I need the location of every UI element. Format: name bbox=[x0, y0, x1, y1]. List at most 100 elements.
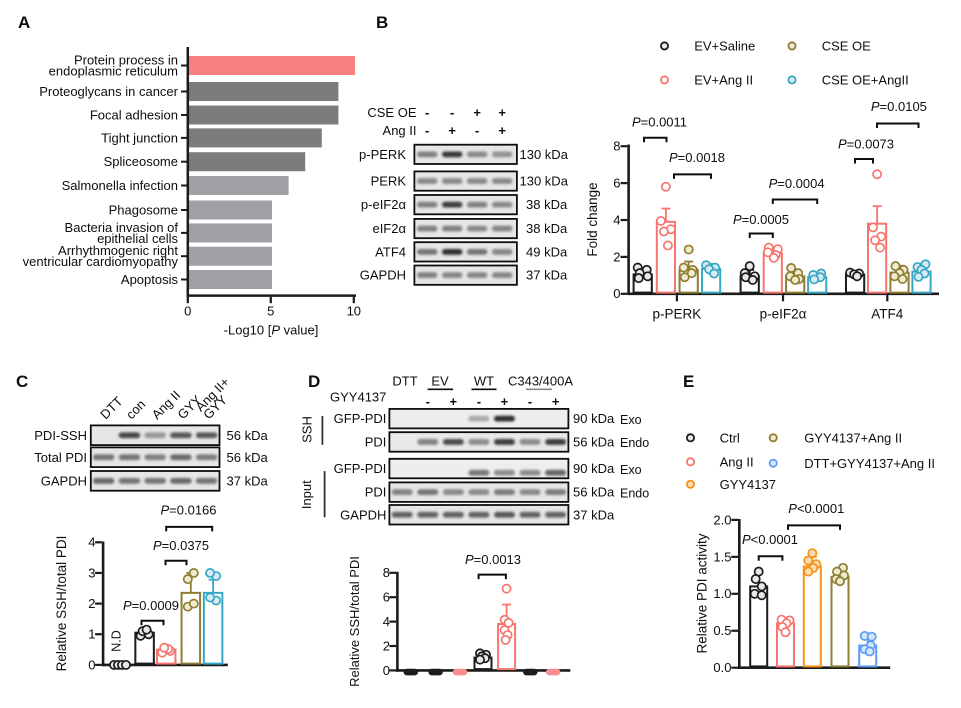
svg-text:P=0.0166: P=0.0166 bbox=[160, 503, 216, 518]
svg-text:PERK: PERK bbox=[371, 174, 407, 189]
svg-text:P=0.0018: P=0.0018 bbox=[669, 150, 725, 165]
svg-text:EV: EV bbox=[431, 374, 449, 389]
svg-text:epithelial cells: epithelial cells bbox=[97, 231, 178, 246]
svg-text:D: D bbox=[308, 372, 320, 391]
svg-text:Input: Input bbox=[299, 480, 314, 509]
svg-text:+: + bbox=[498, 105, 506, 120]
svg-text:-: - bbox=[528, 394, 532, 409]
svg-text:GAPDH: GAPDH bbox=[41, 473, 87, 488]
svg-text:CSE OE: CSE OE bbox=[822, 39, 871, 54]
svg-text:Proteoglycans in cancer: Proteoglycans in cancer bbox=[39, 84, 178, 99]
svg-text:B: B bbox=[376, 13, 388, 32]
svg-text:56 kDa: 56 kDa bbox=[227, 450, 269, 465]
svg-text:P=0.0005: P=0.0005 bbox=[733, 212, 789, 227]
svg-text:10: 10 bbox=[347, 304, 361, 319]
svg-text:CSE OE: CSE OE bbox=[367, 105, 416, 120]
svg-text:4: 4 bbox=[88, 535, 95, 550]
svg-text:37 kDa: 37 kDa bbox=[227, 473, 269, 488]
svg-text:p-eIF2α: p-eIF2α bbox=[760, 306, 807, 321]
svg-text:p-PERK: p-PERK bbox=[359, 147, 406, 162]
svg-text:P=0.0011: P=0.0011 bbox=[632, 115, 687, 130]
svg-text:P=0.0375: P=0.0375 bbox=[153, 538, 209, 553]
svg-text:Relative PDI activity: Relative PDI activity bbox=[695, 533, 710, 653]
svg-text:EV+Ang II: EV+Ang II bbox=[694, 73, 753, 88]
svg-text:Protein process in: Protein process in bbox=[74, 53, 178, 68]
svg-text:-: - bbox=[425, 123, 429, 138]
svg-text:6: 6 bbox=[613, 176, 620, 191]
svg-text:8: 8 bbox=[383, 565, 390, 580]
svg-text:Ang II: Ang II bbox=[720, 454, 754, 469]
svg-text:Phagosome: Phagosome bbox=[109, 203, 178, 218]
svg-text:A: A bbox=[18, 13, 30, 32]
svg-text:8: 8 bbox=[613, 139, 620, 154]
svg-text:Focal adhesion: Focal adhesion bbox=[90, 108, 178, 123]
svg-text:GYY4137: GYY4137 bbox=[720, 477, 776, 492]
svg-text:-: - bbox=[450, 105, 454, 120]
svg-text:1.0: 1.0 bbox=[713, 586, 731, 601]
svg-text:C: C bbox=[16, 372, 28, 391]
svg-text:N.D: N.D bbox=[110, 630, 124, 652]
svg-text:5: 5 bbox=[267, 304, 274, 319]
svg-text:+: + bbox=[498, 123, 506, 138]
svg-text:Relative SSH/total PDI: Relative SSH/total PDI bbox=[54, 536, 69, 672]
svg-text:37 kDa: 37 kDa bbox=[573, 507, 615, 522]
svg-text:P<0.0001: P<0.0001 bbox=[742, 532, 798, 547]
svg-text:90 kDa: 90 kDa bbox=[573, 461, 615, 476]
svg-text:2: 2 bbox=[383, 638, 390, 653]
svg-text:+: + bbox=[501, 394, 509, 409]
svg-text:130 kDa: 130 kDa bbox=[520, 174, 569, 189]
svg-text:90 kDa: 90 kDa bbox=[573, 411, 615, 426]
svg-text:0: 0 bbox=[613, 286, 620, 301]
svg-text:Total PDI: Total PDI bbox=[34, 450, 87, 465]
svg-text:GYY4137: GYY4137 bbox=[330, 390, 386, 405]
svg-text:ATF4: ATF4 bbox=[375, 244, 406, 259]
svg-text:Endo: Endo bbox=[620, 486, 649, 500]
svg-text:2.0: 2.0 bbox=[713, 512, 731, 527]
svg-text:P=0.0013: P=0.0013 bbox=[465, 552, 521, 567]
svg-text:C343/400A: C343/400A bbox=[508, 374, 573, 389]
svg-text:1.5: 1.5 bbox=[713, 549, 731, 564]
svg-text:PDI-SSH: PDI-SSH bbox=[34, 428, 87, 443]
svg-text:P=0.0004: P=0.0004 bbox=[769, 176, 825, 191]
svg-text:+: + bbox=[552, 394, 560, 409]
svg-text:P=0.0073: P=0.0073 bbox=[838, 137, 894, 152]
svg-text:1: 1 bbox=[88, 627, 95, 642]
svg-text:GAPDH: GAPDH bbox=[340, 507, 386, 522]
svg-text:0: 0 bbox=[383, 663, 390, 678]
svg-text:Spliceosome: Spliceosome bbox=[104, 154, 178, 169]
svg-text:2: 2 bbox=[88, 596, 95, 611]
svg-text:Tight junction: Tight junction bbox=[101, 130, 178, 145]
svg-text:Exo: Exo bbox=[620, 413, 642, 427]
svg-text:Arrhythmogenic right: Arrhythmogenic right bbox=[58, 243, 178, 258]
svg-text:Relative SSH/total PDI: Relative SSH/total PDI bbox=[347, 556, 362, 687]
svg-text:-: - bbox=[425, 105, 429, 120]
svg-text:ATF4: ATF4 bbox=[871, 306, 903, 321]
svg-text:Endo: Endo bbox=[620, 436, 649, 450]
svg-text:P=0.0105: P=0.0105 bbox=[871, 99, 927, 114]
svg-text:0.5: 0.5 bbox=[713, 623, 731, 638]
svg-text:-: - bbox=[426, 394, 430, 409]
svg-text:-: - bbox=[477, 394, 481, 409]
svg-text:56 kDa: 56 kDa bbox=[573, 485, 615, 500]
svg-text:CSE OE+AngII: CSE OE+AngII bbox=[822, 73, 909, 88]
svg-text:4: 4 bbox=[383, 614, 390, 629]
svg-text:DTT+GYY4137+Ang II: DTT+GYY4137+Ang II bbox=[804, 456, 935, 471]
svg-text:+: + bbox=[450, 394, 458, 409]
svg-text:56 kDa: 56 kDa bbox=[227, 428, 269, 443]
svg-text:eIF2α: eIF2α bbox=[372, 221, 406, 236]
svg-text:Salmonella infection: Salmonella infection bbox=[62, 178, 178, 193]
svg-text:+: + bbox=[473, 105, 481, 120]
svg-text:PDI: PDI bbox=[365, 434, 387, 449]
svg-text:37 kDa: 37 kDa bbox=[526, 268, 568, 283]
svg-text:P=0.0009: P=0.0009 bbox=[123, 598, 179, 613]
svg-text:PDI: PDI bbox=[365, 485, 387, 500]
svg-text:-: - bbox=[475, 123, 479, 138]
svg-text:+: + bbox=[448, 123, 456, 138]
svg-text:EV+Saline: EV+Saline bbox=[694, 39, 755, 54]
svg-text:GYY4137+Ang II: GYY4137+Ang II bbox=[804, 430, 902, 445]
svg-text:56 kDa: 56 kDa bbox=[573, 434, 615, 449]
svg-text:Ang II: Ang II bbox=[383, 123, 417, 138]
svg-text:49 kDa: 49 kDa bbox=[526, 244, 568, 259]
svg-text:2: 2 bbox=[613, 249, 620, 264]
svg-text:3: 3 bbox=[88, 565, 95, 580]
